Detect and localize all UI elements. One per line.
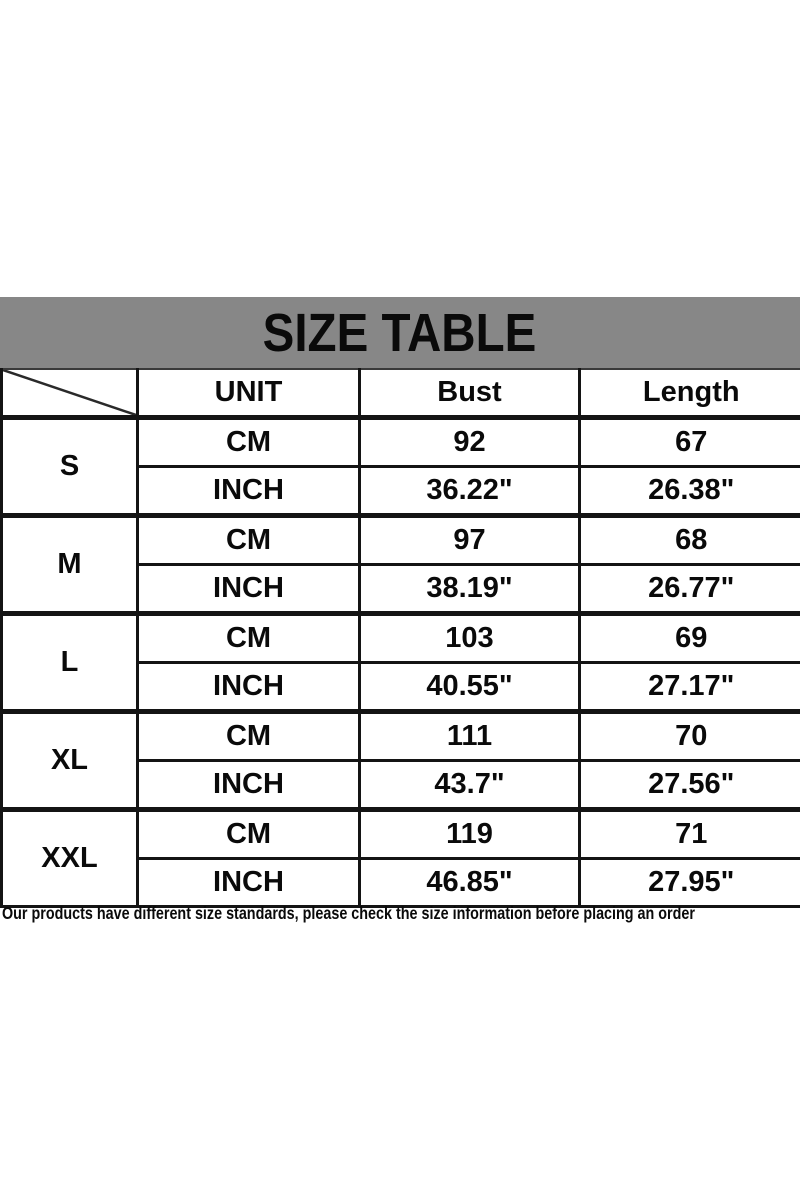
column-header-length: Length (578, 369, 800, 419)
size-label-s: S (1, 415, 139, 517)
page-title: SIZE TABLE (263, 302, 537, 363)
table-row-l-inch: INCH 40.55" 27.17" (2, 661, 800, 713)
table-row-xl-inch: INCH 43.7" 27.56" (2, 759, 800, 811)
bust-inch-value: 40.55" (358, 661, 581, 713)
diagonal-line-icon (3, 370, 135, 415)
bust-cm-value: 103 (358, 611, 581, 664)
table-row-xl-cm: XL CM 111 70 (1, 709, 800, 811)
length-cm-value: 67 (578, 415, 800, 468)
table-row-l-cm: L CM 103 69 (1, 611, 800, 713)
bust-inch-value: 43.7" (358, 759, 581, 811)
size-table-banner: SIZE TABLE (0, 297, 800, 368)
unit-cm-cell: CM (136, 709, 361, 762)
column-header-unit: UNIT (136, 369, 361, 419)
length-inch-value: 26.38" (578, 465, 800, 517)
table-row-m-cm: M CM 97 68 (1, 513, 800, 615)
length-inch-value: 27.95" (578, 857, 800, 908)
bust-cm-value: 92 (358, 415, 581, 468)
bust-cm-value: 97 (358, 513, 581, 566)
length-cm-value: 71 (578, 807, 800, 860)
bust-cm-value: 111 (358, 709, 581, 762)
bust-inch-value: 46.85" (358, 857, 581, 908)
size-label-l: L (1, 611, 139, 713)
table-row-s-cm: S CM 92 67 (1, 415, 800, 517)
unit-cm-cell: CM (136, 611, 361, 664)
length-inch-value: 27.17" (578, 661, 800, 713)
table-row-m-inch: INCH 38.19" 26.77" (2, 563, 800, 615)
table-header-row: UNIT Bust Length (1, 369, 800, 419)
size-label-xxl: XXL (1, 807, 139, 908)
table-row-s-inch: INCH 36.22" 26.38" (2, 465, 800, 517)
unit-cm-cell: CM (136, 807, 361, 860)
unit-inch-cell: INCH (137, 759, 361, 811)
unit-cm-cell: CM (136, 513, 361, 566)
table-row-xxl-inch: INCH 46.85" 27.95" (2, 857, 800, 908)
length-inch-value: 27.56" (578, 759, 800, 811)
unit-inch-cell: INCH (137, 857, 361, 908)
length-inch-value: 26.77" (578, 563, 800, 615)
footer-note: Our products have different size standar… (2, 903, 695, 923)
length-cm-value: 69 (578, 611, 800, 664)
unit-inch-cell: INCH (137, 661, 361, 713)
unit-inch-cell: INCH (137, 563, 361, 615)
size-table: UNIT Bust Length S CM 92 67 INCH 36.22" … (0, 368, 800, 908)
unit-cm-cell: CM (136, 415, 361, 468)
diagonal-header-cell (1, 369, 139, 419)
length-cm-value: 70 (578, 709, 800, 762)
bust-inch-value: 38.19" (358, 563, 581, 615)
size-label-xl: XL (1, 709, 139, 811)
column-header-bust: Bust (358, 369, 581, 419)
table-row-xxl-cm: XXL CM 119 71 (1, 807, 800, 908)
unit-inch-cell: INCH (137, 465, 361, 517)
bust-cm-value: 119 (358, 807, 581, 860)
size-label-m: M (1, 513, 139, 615)
length-cm-value: 68 (578, 513, 800, 566)
bust-inch-value: 36.22" (358, 465, 581, 517)
